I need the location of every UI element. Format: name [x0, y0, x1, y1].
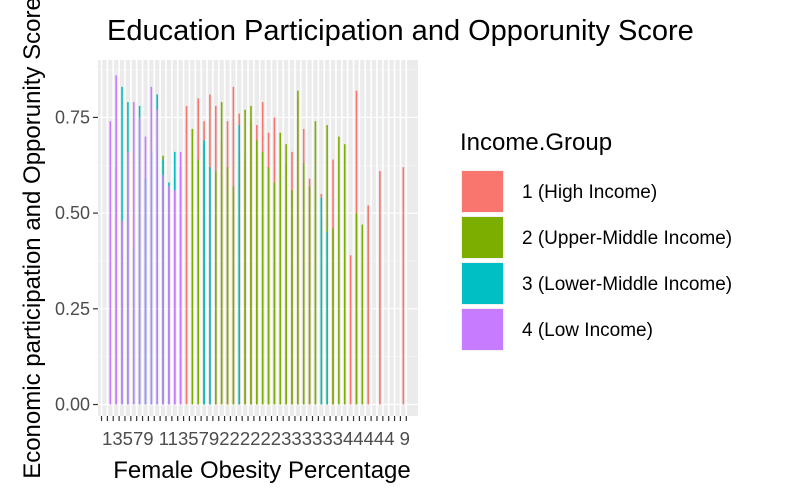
y-axis: 0.00 0.25 0.50 0.75 — [55, 107, 98, 415]
bar — [273, 182, 276, 405]
bar — [197, 159, 200, 405]
bars — [109, 75, 405, 405]
bar — [132, 102, 135, 405]
legend-title: Income.Group — [460, 129, 612, 156]
bar — [285, 144, 287, 405]
legend-label: 2 (Upper-Middle Income) — [522, 228, 732, 249]
bar — [232, 186, 235, 405]
bar — [320, 197, 323, 405]
bar — [168, 186, 170, 405]
bar — [156, 109, 158, 405]
bar — [314, 121, 317, 405]
bar — [279, 132, 282, 405]
legend-label: 4 (Low Income) — [522, 320, 653, 341]
bar — [367, 205, 369, 405]
bar — [250, 105, 252, 405]
grid-major — [98, 60, 418, 416]
bar — [267, 167, 270, 405]
x-axis-title: Female Obesity Percentage — [113, 457, 410, 484]
bar — [220, 102, 223, 405]
bar — [332, 228, 334, 405]
bar — [244, 109, 246, 405]
bar — [138, 117, 141, 405]
bar — [185, 105, 188, 405]
bar — [326, 232, 328, 405]
legend-swatch — [462, 217, 503, 258]
bar — [291, 190, 293, 405]
bar — [297, 90, 299, 405]
bar — [191, 128, 194, 405]
bar — [127, 151, 129, 405]
y-tick-label: 0.75 — [55, 107, 90, 127]
x-axis — [100, 416, 407, 421]
bar — [349, 255, 352, 405]
bar — [338, 136, 340, 405]
legend-label: 3 (Lower-Middle Income) — [522, 274, 732, 295]
bar — [261, 151, 264, 405]
x-tick-labels: 13579 11357922222233333344444 9 — [102, 429, 410, 449]
bar — [226, 167, 229, 405]
y-axis-title: Economic participation and Opporunity Sc… — [19, 0, 46, 479]
legend-swatch — [462, 263, 503, 304]
bar — [109, 121, 112, 405]
chart-title: Education Participation and Opporunity S… — [107, 15, 694, 47]
bar — [343, 144, 346, 405]
y-tick-label: 0.50 — [55, 203, 90, 223]
legend-swatch — [462, 171, 503, 212]
bar — [209, 167, 211, 405]
bar — [144, 136, 147, 405]
bar — [379, 171, 381, 405]
bar — [256, 140, 258, 405]
bar — [361, 224, 364, 405]
y-tick-label: 0.00 — [55, 395, 90, 415]
bar — [402, 167, 405, 405]
legend-swatch — [462, 309, 503, 350]
bar — [355, 213, 358, 405]
legend: 1 (High Income) 2 (Upper-Middle Income) 3 … — [461, 170, 732, 351]
bar — [115, 75, 117, 405]
bar — [173, 190, 176, 405]
y-tick-label: 0.25 — [55, 299, 90, 319]
bar — [215, 171, 217, 405]
bar — [203, 140, 205, 405]
bar — [238, 125, 241, 405]
bar — [302, 163, 305, 405]
bar — [121, 220, 123, 405]
bar — [150, 86, 153, 405]
bar — [308, 186, 311, 405]
legend-label: 1 (High Income) — [522, 182, 657, 203]
bar — [162, 174, 164, 405]
bar — [179, 151, 182, 405]
